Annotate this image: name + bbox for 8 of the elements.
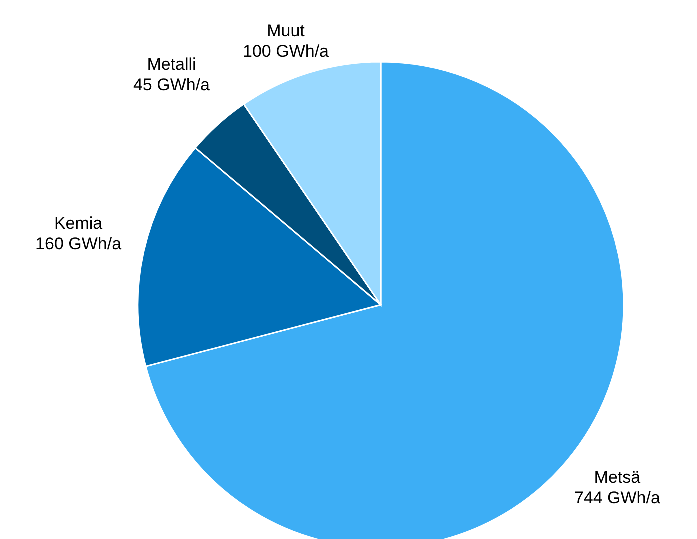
slice-label: Metalli <box>147 55 196 74</box>
data-label: 744 GWh/a <box>574 488 661 508</box>
slice-label: Kemia <box>54 214 104 234</box>
data-label: 100 GWh/a <box>243 42 330 61</box>
data-label: 45 GWh/a <box>133 75 211 94</box>
data-label: 160 GWh/a <box>36 234 122 254</box>
slice-label: Muut <box>267 22 306 41</box>
slice-label: Metsä <box>594 468 642 487</box>
